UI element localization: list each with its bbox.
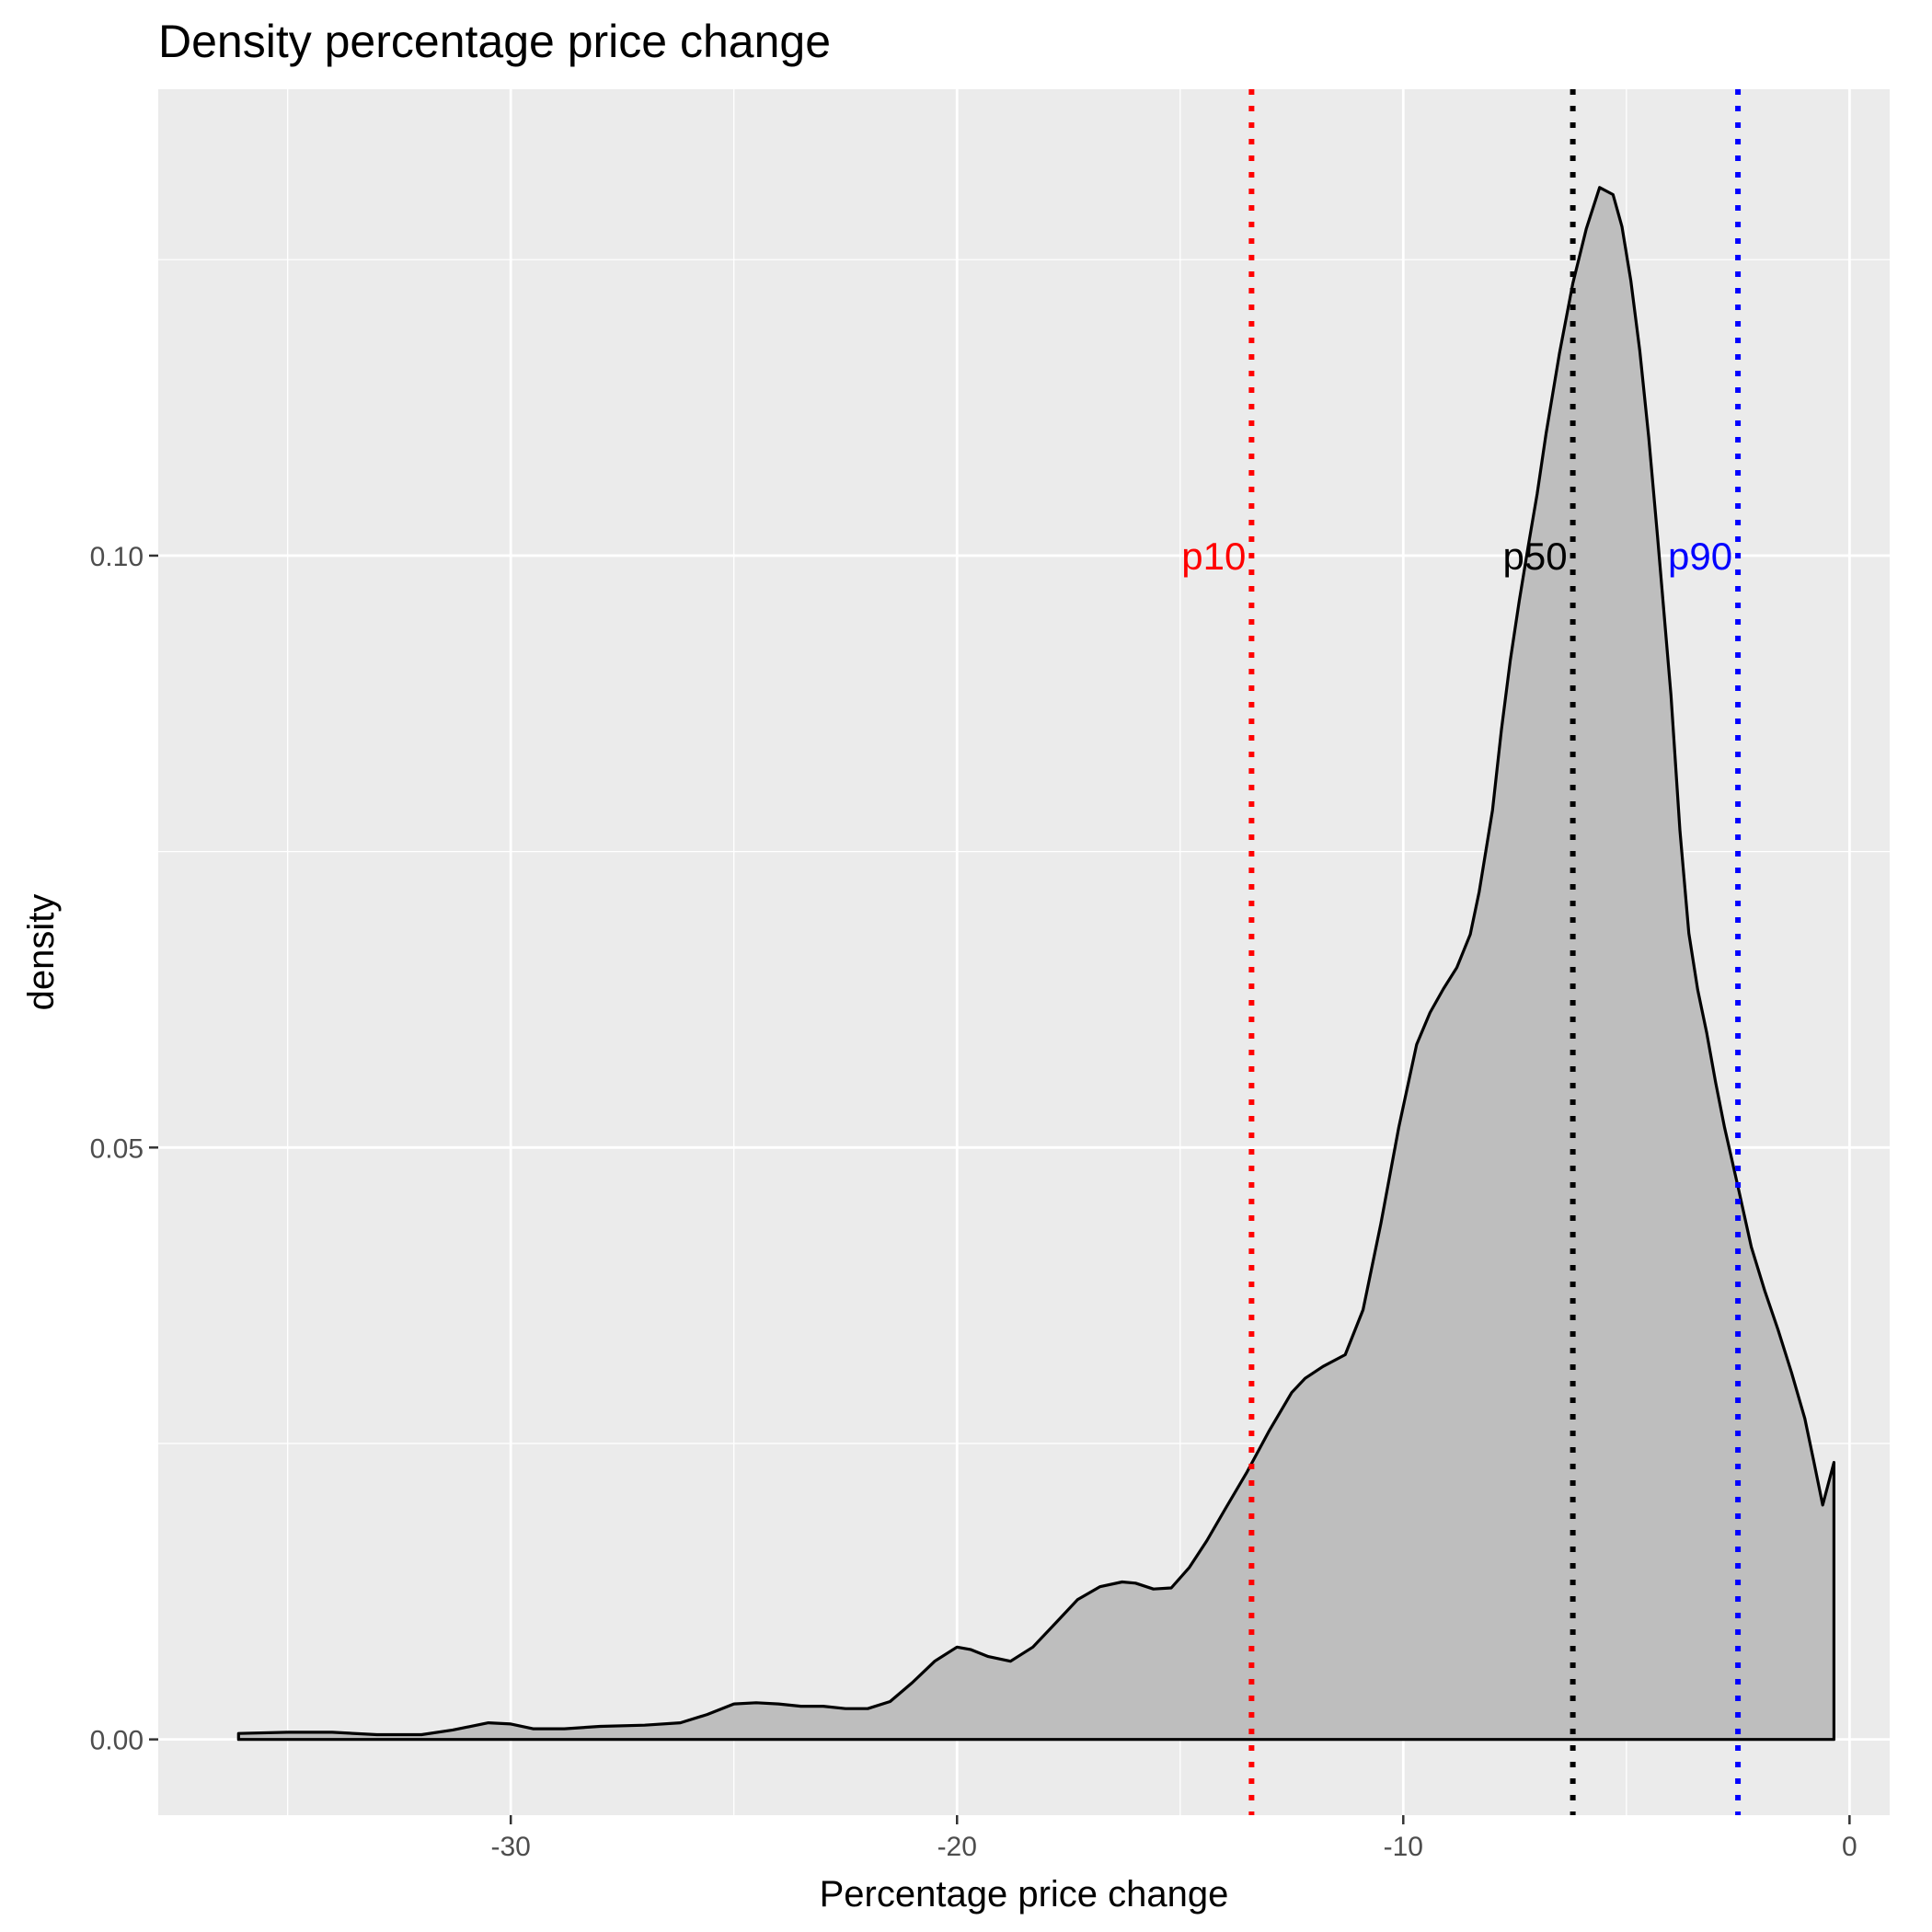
percentile-lines: p10 p50 p90 [1181, 89, 1742, 1815]
vline-label-p10: p10 [1181, 535, 1246, 578]
density-series [236, 186, 1835, 1742]
x-tick-label: -20 [937, 1832, 977, 1862]
vline-label-p90: p90 [1668, 535, 1732, 578]
x-tick-label: -10 [1384, 1832, 1423, 1862]
vline-label-p50: p50 [1503, 535, 1568, 578]
y-axis: 0.00 0.05 0.10 [90, 542, 158, 1756]
y-tick-label: 0.05 [90, 1133, 144, 1164]
x-axis: -30 -20 -10 0 [491, 1815, 1857, 1862]
x-tick-label: -30 [491, 1832, 531, 1862]
chart-title: Density percentage price change [158, 16, 831, 67]
y-tick-label: 0.10 [90, 542, 144, 572]
y-axis-title: density [21, 894, 62, 1011]
density-area-0 [236, 186, 1835, 1742]
x-tick-label: 0 [1842, 1832, 1857, 1862]
x-axis-title: Percentage price change [820, 1874, 1229, 1915]
y-tick-label: 0.00 [90, 1726, 144, 1756]
